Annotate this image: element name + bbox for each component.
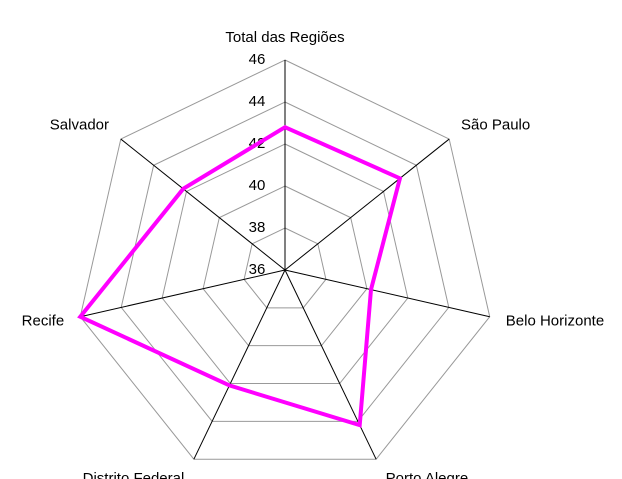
- axis-label: Salvador: [50, 116, 109, 133]
- spoke: [284, 138, 450, 271]
- grid-ring: [202, 185, 368, 347]
- spoke: [284, 269, 377, 460]
- tick-label: 40: [249, 177, 266, 194]
- tick-label: 46: [249, 51, 266, 68]
- tick-label: 38: [249, 219, 266, 236]
- grid-ring: [243, 227, 327, 309]
- axis-label: Porto Alegre: [386, 470, 469, 479]
- spoke: [193, 269, 286, 460]
- spoke: [284, 269, 490, 318]
- axis-label: São Paulo: [461, 116, 530, 133]
- grid-ring: [161, 143, 409, 385]
- axis-label: Belo Horizonte: [506, 313, 604, 330]
- spoke: [120, 138, 286, 271]
- axis-label: Total das Regiões: [225, 29, 344, 46]
- grid-ring: [79, 59, 491, 460]
- axis-label: Distrito Federal: [83, 470, 185, 479]
- spoke: [80, 269, 286, 318]
- axis-label: Recife: [22, 313, 65, 330]
- grid-ring: [120, 101, 450, 422]
- tick-label: 36: [249, 261, 266, 278]
- tick-label: 44: [249, 93, 266, 110]
- series-line: [77, 124, 403, 428]
